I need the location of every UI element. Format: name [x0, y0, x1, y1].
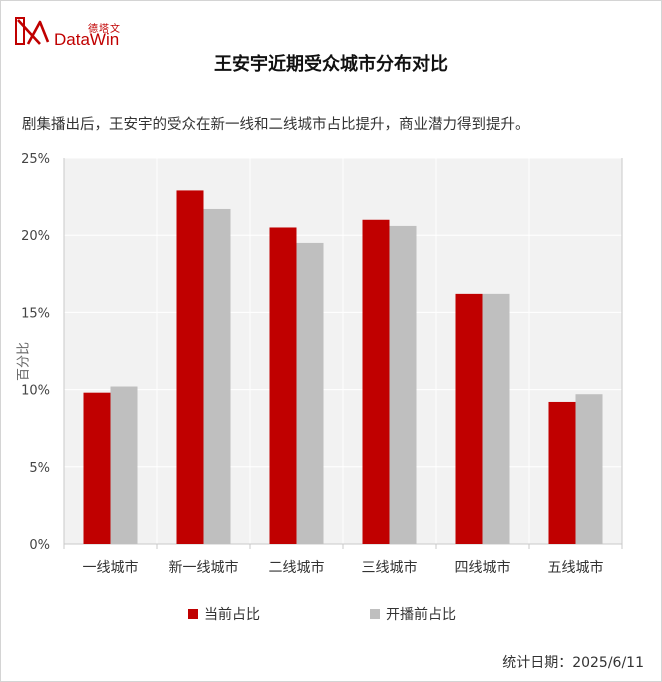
- legend-label: 开播前占比: [386, 607, 456, 623]
- y-tick-label: 15%: [21, 306, 50, 321]
- bar-current-4: [455, 293, 483, 544]
- y-tick-label: 25%: [21, 152, 50, 167]
- x-tick-label: 二线城市: [269, 559, 325, 576]
- bar-current-1: [176, 190, 204, 544]
- chart-title: 王安宇近期受众城市分布对比: [214, 54, 448, 75]
- bar-before-5: [575, 394, 603, 544]
- bar-before-4: [482, 293, 510, 544]
- bar-current-0: [83, 392, 111, 544]
- y-tick-label: 5%: [29, 461, 50, 476]
- bar-current-2: [269, 227, 297, 545]
- bar-current-5: [548, 401, 576, 544]
- logo-cn-text: 德塔文: [88, 24, 121, 35]
- x-tick-label: 一线城市: [83, 559, 139, 576]
- legend-swatch: [370, 609, 380, 619]
- x-tick-label: 三线城市: [362, 559, 418, 576]
- datawin-logo-icon: [15, 17, 50, 45]
- x-tick-label: 四线城市: [455, 559, 511, 576]
- chart-subtitle: 剧集播出后，王安宇的受众在新一线和二线城市占比提升，商业潜力得到提升。: [22, 117, 530, 133]
- y-tick-label: 10%: [21, 384, 50, 399]
- y-tick-label: 20%: [21, 229, 50, 244]
- bar-chart: 0% 5% 10% 15% 20% 25% 一线城市 新一线城市 二线城市 三线城市 四线城市 五线城…: [21, 152, 623, 576]
- legend-label: 当前占比: [204, 607, 260, 623]
- bar-before-0: [110, 386, 138, 544]
- bar-before-1: [203, 208, 231, 544]
- legend-swatch: [188, 609, 198, 619]
- x-tick-label: 五线城市: [548, 559, 604, 576]
- legend-item-1: 开播前占比: [370, 604, 456, 624]
- chart-legend: 当前占比 开播前占比: [0, 604, 662, 624]
- bar-before-3: [389, 225, 417, 544]
- stat-date: 统计日期：2025/6/11: [502, 655, 644, 671]
- legend-item-0: 当前占比: [188, 604, 260, 624]
- logo-en-text: DataWin: [54, 30, 120, 49]
- y-tick-label: 0%: [29, 538, 50, 553]
- bar-current-3: [362, 219, 390, 544]
- x-tick-label: 新一线城市: [169, 559, 239, 576]
- bar-before-2: [296, 242, 324, 545]
